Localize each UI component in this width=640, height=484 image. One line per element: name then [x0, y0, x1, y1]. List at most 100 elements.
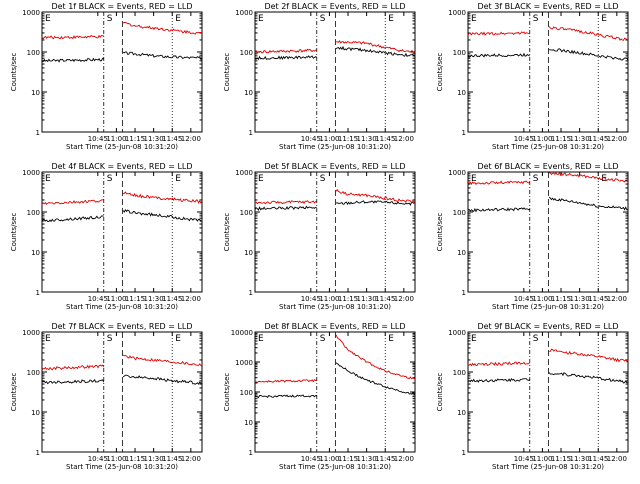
x-tick-label: 10:45	[88, 455, 108, 463]
x-tick-label: 11:15	[551, 455, 571, 463]
y-tick-label: 1	[249, 129, 253, 137]
x-tick-label: 11:45	[162, 455, 182, 463]
x-tick-label: 10:45	[514, 295, 534, 303]
x-tick-label: 12:00	[394, 455, 414, 463]
lld-series-line	[467, 361, 531, 367]
y-tick-label: 10	[244, 89, 253, 97]
x-tick-label: 11:15	[338, 455, 358, 463]
lld-series-line	[254, 379, 317, 384]
y-tick-label: 1000	[22, 9, 40, 17]
panel-title: Det 8f BLACK = Events, RED = LLD	[264, 322, 405, 331]
x-tick-label: 11:15	[551, 295, 571, 303]
y-axis-label: Counts/sec	[436, 213, 444, 252]
panel-9: Det 9f BLACK = Events, RED = LLD 1 10 100 10…	[436, 322, 629, 471]
x-tick-label: 11:15	[338, 135, 358, 143]
y-tick-label: 10	[31, 249, 40, 257]
x-tick-label: 12:00	[607, 455, 627, 463]
x-tick-label: 11:00	[106, 135, 126, 143]
x-tick-label: 10:45	[301, 455, 321, 463]
y-tick-label: 100	[27, 49, 40, 57]
x-axis-label: Start Time (25-Jun-08 10:31:20)	[279, 303, 391, 311]
y-tick-label: 1000	[448, 9, 466, 17]
x-tick-label: 11:45	[588, 135, 608, 143]
y-tick-label: 1	[462, 289, 466, 297]
annotation-label: E	[601, 334, 607, 344]
y-tick-label: 1	[36, 449, 40, 457]
x-tick-label: 12:00	[394, 295, 414, 303]
lld-series-line	[254, 48, 317, 54]
lld-series-line	[548, 171, 629, 183]
x-tick-label: 10:45	[301, 295, 321, 303]
x-tick-label: 11:00	[532, 135, 552, 143]
annotation-label: E	[45, 334, 51, 344]
annotation-label: E	[175, 334, 181, 344]
events-series-line	[254, 205, 317, 211]
y-tick-label: 10	[457, 409, 466, 417]
lld-series-line	[549, 348, 629, 363]
y-tick-label: 1000	[448, 169, 466, 177]
y-tick-label: 1000	[448, 329, 466, 337]
annotation-label: E	[601, 174, 607, 184]
y-tick-label: 1000	[22, 329, 40, 337]
y-tick-label: 100	[240, 209, 253, 217]
x-tick-label: 11:00	[106, 295, 126, 303]
y-axis-label: Counts/sec	[223, 373, 231, 412]
x-tick-label: 11:30	[570, 295, 590, 303]
events-series-line	[122, 51, 203, 61]
y-tick-label: 100	[453, 49, 466, 57]
y-tick-label: 1	[462, 449, 466, 457]
panel-title: Det 6f BLACK = Events, RED = LLD	[477, 162, 618, 171]
y-axis-label: Counts/sec	[10, 373, 18, 412]
y-axis-label: Counts/sec	[223, 53, 231, 92]
panel-6: Det 6f BLACK = Events, RED = LLD 1 10 100 10…	[436, 162, 629, 311]
x-tick-label: 11:45	[375, 455, 395, 463]
lld-series-line	[548, 26, 629, 41]
x-tick-label: 11:30	[357, 135, 377, 143]
x-tick-label: 11:00	[106, 455, 126, 463]
x-tick-label: 11:15	[551, 135, 571, 143]
x-tick-label: 11:00	[319, 455, 339, 463]
annotation-label: E	[258, 174, 264, 184]
annotation-label: E	[471, 14, 477, 24]
events-series-line	[548, 372, 629, 384]
events-series-line	[335, 362, 416, 396]
y-tick-label: 10	[244, 419, 253, 427]
x-tick-label: 11:00	[532, 295, 552, 303]
events-series-line	[548, 196, 629, 211]
x-tick-label: 10:45	[514, 135, 534, 143]
events-series-line	[41, 57, 104, 63]
panel-title: Det 7f BLACK = Events, RED = LLD	[51, 322, 192, 331]
annotation-label: E	[388, 334, 394, 344]
x-tick-label: 11:30	[570, 455, 590, 463]
x-tick-label: 10:45	[301, 135, 321, 143]
x-tick-label: 12:00	[181, 135, 201, 143]
annotation-label: S	[107, 334, 113, 344]
lld-series-line	[335, 40, 416, 54]
annotation-label: S	[320, 334, 326, 344]
y-tick-label: 100	[27, 369, 40, 377]
panel-title: Det 1f BLACK = Events, RED = LLD	[51, 2, 192, 11]
y-tick-label: 100	[240, 49, 253, 57]
annotation-label: E	[175, 14, 181, 24]
events-series-line	[41, 215, 104, 223]
y-tick-label: 10	[31, 409, 40, 417]
x-axis-label: Start Time (25-Jun-08 10:31:20)	[492, 463, 604, 471]
annotation-label: S	[533, 14, 539, 24]
annotation-label: S	[533, 174, 539, 184]
lld-series-line	[122, 22, 203, 35]
panel-4: Det 4f BLACK = Events, RED = LLD 1 10 100 10…	[10, 162, 203, 311]
panel-title: Det 5f BLACK = Events, RED = LLD	[264, 162, 405, 171]
x-tick-label: 11:15	[125, 455, 145, 463]
x-tick-label: 11:45	[162, 135, 182, 143]
lld-series-line	[254, 200, 317, 205]
annotation-label: S	[533, 334, 539, 344]
panel-5: Det 5f BLACK = Events, RED = LLD 1 10 100 10…	[223, 162, 416, 311]
y-tick-label: 1	[36, 129, 40, 137]
x-tick-label: 11:45	[588, 295, 608, 303]
events-series-line	[548, 48, 629, 61]
panel-title: Det 9f BLACK = Events, RED = LLD	[477, 322, 618, 331]
x-tick-label: 12:00	[181, 455, 201, 463]
events-series-line	[467, 207, 530, 213]
y-tick-label: 1000	[235, 359, 253, 367]
x-tick-label: 11:00	[319, 135, 339, 143]
